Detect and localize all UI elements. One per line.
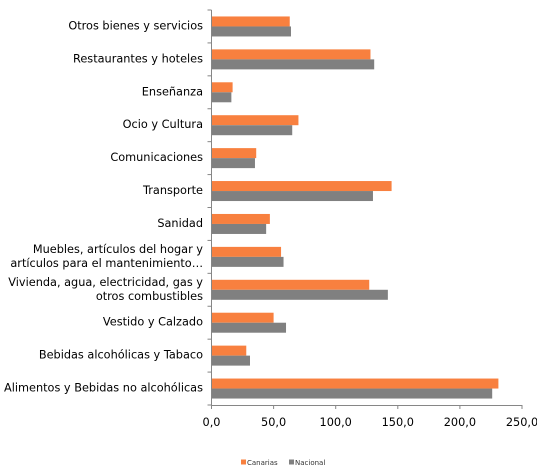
category-label-line: Muebles, artículos del hogar y [33,243,203,256]
category-label: Vivienda, agua, electricidad, gas y otros… [8,276,203,303]
category-label-line: Otros bienes y servicios [68,19,203,32]
category-label-line: Sanidad [157,217,203,230]
bar-canarias-8 [211,115,299,126]
category-label: Ocio y Cultura [123,118,203,131]
x-tick-label: 250,0 [506,416,537,429]
category-label-line: Transporte [142,184,203,197]
x-tick-label: 150,0 [382,416,414,429]
category-label-line: Alimentos y Bebidas no alcohólicas [4,382,203,395]
category-label-line: Bebidas alcohólicas y Tabaco [39,349,203,362]
bar-nacional-8 [211,125,293,136]
bar-nacional-10 [211,59,375,70]
category-label: Sanidad [157,217,203,230]
bar-canarias-6 [211,181,392,192]
legend-swatch-nacional [289,459,294,465]
category-label: Transporte [142,184,203,197]
category-label: Muebles, artículos del hogar y artículos … [10,243,203,270]
bar-canarias-4 [211,246,282,257]
category-label: Bebidas alcohólicas y Tabaco [39,349,203,362]
x-tick-label: 100,0 [320,416,352,429]
bar-canarias-3 [211,279,370,290]
legend-label-nacional: Nacional [295,459,325,467]
bar-nacional-0 [211,388,493,399]
bar-canarias-5 [211,213,270,224]
bar-nacional-2 [211,322,287,333]
bar-nacional-9 [211,92,232,103]
category-label-line: Ocio y Cultura [123,118,203,131]
legend-swatch-canarias [241,459,246,465]
category-label-line: Enseñanza [142,85,203,98]
category-label: Otros bienes y servicios [68,19,203,32]
bar-nacional-6 [211,191,373,202]
bars-group [211,16,499,399]
category-label-line: artículos para el mantenimiento… [10,257,203,270]
category-label: Enseñanza [142,85,203,98]
bar-canarias-2 [211,312,274,323]
bar-nacional-4 [211,256,284,267]
category-label-line: Vivienda, agua, electricidad, gas y [8,276,203,289]
category-label-line: otros combustibles [96,290,203,303]
category-label: Comunicaciones [110,151,203,164]
bar-nacional-11 [211,26,291,37]
legend: Canarias Nacional [241,459,325,467]
bar-nacional-7 [211,158,255,169]
x-tick-label: 200,0 [444,416,476,429]
category-label: Restaurantes y hoteles [73,52,203,65]
category-label-line: Comunicaciones [110,151,203,164]
bar-nacional-5 [211,223,267,234]
category-label: Alimentos y Bebidas no alcohólicas [4,382,203,395]
category-label: Vestido y Calzado [103,316,203,329]
bar-canarias-11 [211,16,290,27]
bar-canarias-1 [211,345,247,356]
bar-canarias-7 [211,148,257,159]
legend-label-canarias: Canarias [247,459,278,467]
bar-canarias-0 [211,378,499,389]
bar-canarias-10 [211,49,371,60]
x-tick-label: 0,0 [203,416,221,429]
category-label-line: Vestido y Calzado [103,316,203,329]
bar-nacional-3 [211,289,388,300]
x-ticks-group: 0,0 50,0 100,0 150,0 200,0 250,0 [203,9,537,429]
bar-canarias-9 [211,82,233,93]
x-tick-label: 50,0 [261,416,286,429]
bar-nacional-1 [211,355,251,366]
category-label-line: Restaurantes y hoteles [73,52,203,65]
category-labels-group: Alimentos y Bebidas no alcohólicas Bebida… [4,19,203,394]
